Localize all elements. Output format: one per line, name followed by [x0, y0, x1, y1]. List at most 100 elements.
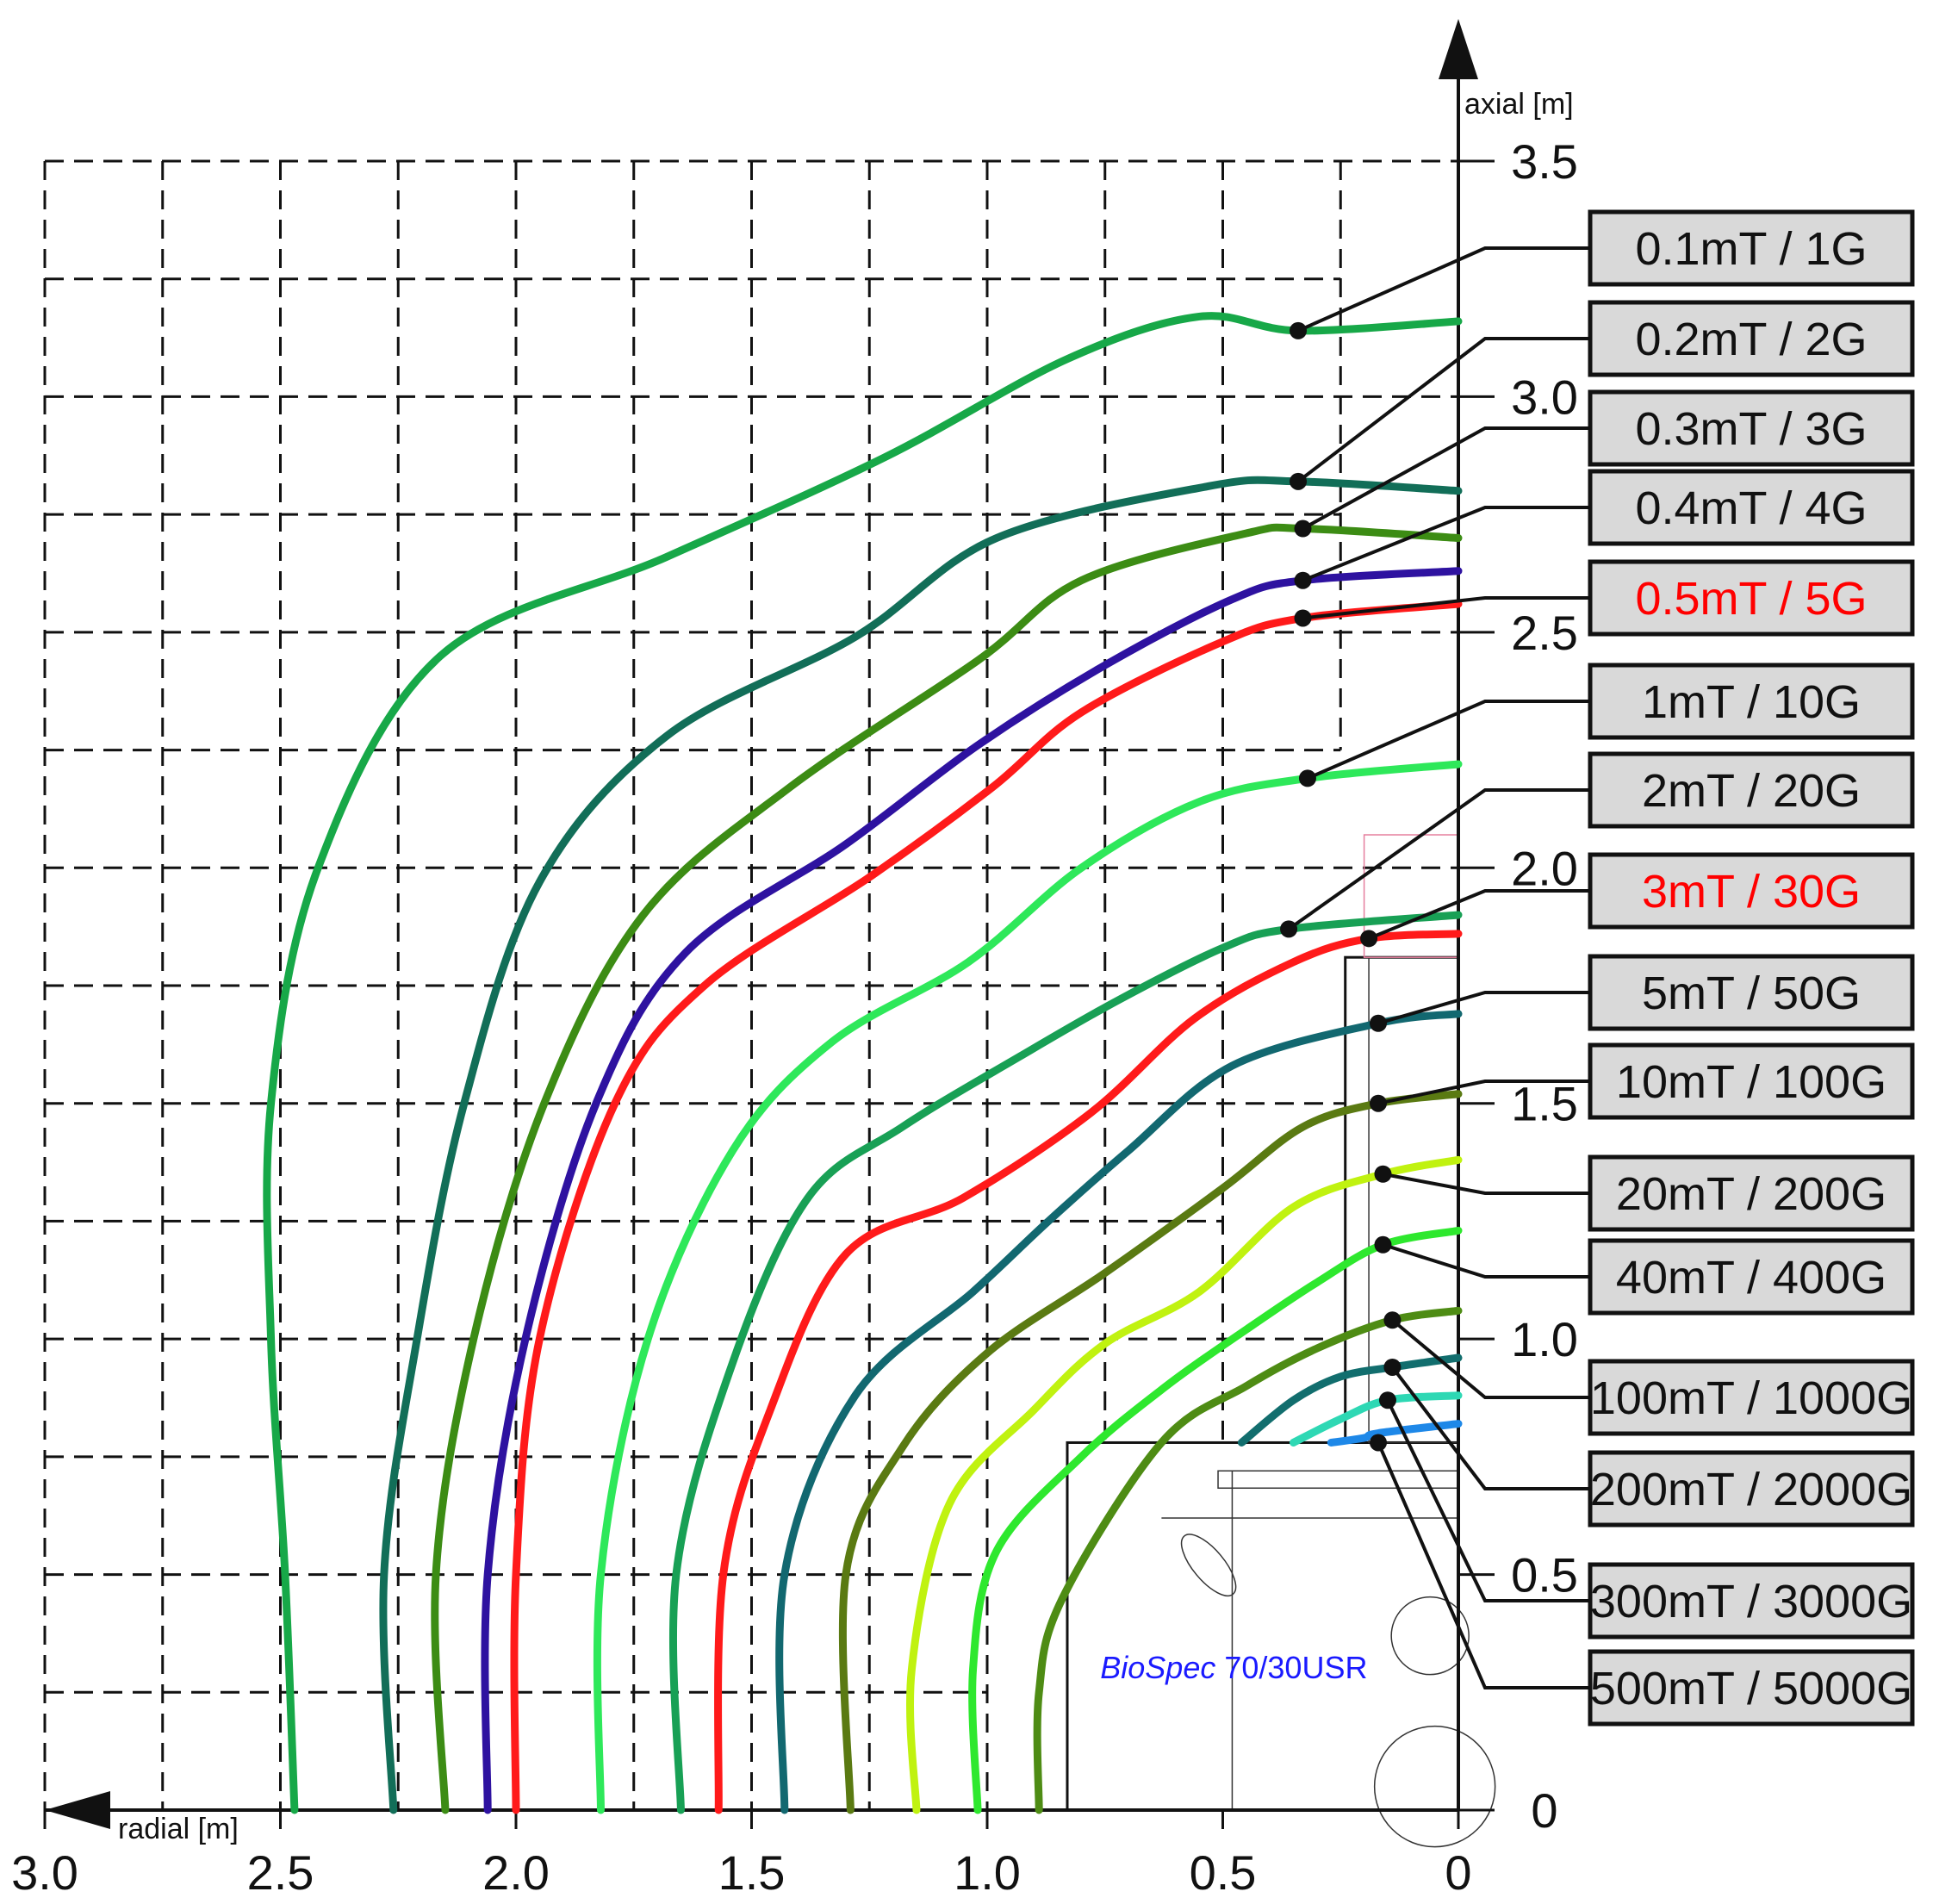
field-curve [1237, 1353, 1463, 1447]
curve-marker [1360, 930, 1378, 948]
curve-label-box [1588, 1450, 1915, 1528]
field-curve [838, 1090, 1463, 1814]
y-tick-label: 3.0 [1511, 370, 1578, 424]
curve-label: 40mT / 400G [1616, 1252, 1886, 1304]
curve-label-box [1588, 1154, 1915, 1232]
curve-label: 10mT / 100G [1616, 1056, 1886, 1108]
y-axis-arrow [1439, 19, 1478, 79]
curve-label-box [1588, 852, 1915, 930]
curve-marker [1298, 769, 1316, 787]
field-curve [905, 1155, 1463, 1814]
curve-marker [1374, 1235, 1392, 1254]
leader-line [1302, 426, 1590, 531]
leader-line [1302, 506, 1590, 582]
y-tick-label: 0.5 [1511, 1548, 1578, 1602]
field-curve [431, 523, 1463, 1814]
field-curve [1033, 1306, 1463, 1814]
curve-label: 0.3mT / 3G [1635, 403, 1867, 455]
field-curve [263, 312, 1463, 1814]
curve-marker [1370, 1434, 1388, 1452]
x-tick-label: 0 [1445, 1845, 1471, 1900]
curve-label-box [1588, 1649, 1915, 1727]
leader-line [1296, 337, 1590, 483]
curve-marker [1290, 472, 1308, 490]
curve-label-box [1588, 300, 1915, 377]
curve-marker [1294, 520, 1312, 538]
curve-label: 500mT / 5000G [1590, 1663, 1912, 1714]
leader-line [1382, 1242, 1590, 1279]
curve-marker [1370, 1014, 1388, 1032]
leader-line [1386, 1399, 1590, 1602]
field-curves [263, 312, 1463, 1814]
leader-line [1287, 788, 1590, 931]
curve-label: 1mT / 10G [1642, 676, 1861, 728]
curve-marker [1280, 920, 1298, 938]
field-curve [510, 600, 1463, 1814]
curve-label-box [1588, 1562, 1915, 1640]
x-axis-label: radial [m] [118, 1813, 239, 1845]
curve-label-box [1588, 954, 1915, 1031]
curve-label: 0.5mT / 5G [1635, 573, 1867, 625]
leader-line [1390, 1366, 1590, 1490]
leader-line [1302, 596, 1590, 620]
leader-line [1377, 1441, 1590, 1689]
axes: 3.0 2.5 2.0 1.5 1.0 0.5 0 0 0.5 1.0 1.5 2.0 2.5 3.0 3.… [11, 19, 1578, 1900]
curve-label-box [1588, 209, 1915, 287]
curve-marker [1290, 321, 1308, 339]
x-tick-label: 0.5 [1190, 1845, 1257, 1900]
magnet-port [1180, 1534, 1237, 1597]
curve-label-box [1588, 559, 1915, 637]
curve-label: 3mT / 30G [1642, 866, 1861, 918]
field-curve [379, 476, 1463, 1814]
curve-label: 0.2mT / 2G [1635, 314, 1867, 365]
curve-label-box [1588, 751, 1915, 829]
curve-marker [1294, 571, 1312, 589]
curve-label: 300mT / 3000G [1590, 1576, 1912, 1627]
curve-label-box [1588, 1042, 1915, 1120]
curve-label-box [1588, 1359, 1915, 1436]
leader-line [1307, 700, 1590, 781]
curve-label-box [1588, 663, 1915, 740]
y-tick-label: 1.0 [1511, 1312, 1578, 1366]
field-curve [1290, 1391, 1463, 1447]
x-tick-label: 3.0 [11, 1845, 78, 1900]
y-tick-label: 2.0 [1511, 841, 1578, 895]
curve-labels: 0.1mT / 1G 0.2mT / 2G 0.3mT / 3G 0.4mT / 4G… [1280, 209, 1915, 1727]
leader-line [1391, 1318, 1590, 1399]
curve-label: 2mT / 20G [1642, 765, 1861, 817]
leader-line [1383, 1172, 1590, 1195]
field-curve [481, 567, 1463, 1814]
curve-label-box [1588, 469, 1915, 546]
x-tick-label: 1.5 [718, 1845, 786, 1900]
field-curve [775, 1010, 1463, 1814]
curve-marker [1378, 1391, 1396, 1409]
field-curve [668, 911, 1463, 1814]
grid [43, 159, 1457, 1810]
magnet-label: BioSpec 70/30USR [1100, 1650, 1367, 1685]
y-tick-label: 1.5 [1511, 1077, 1578, 1131]
curve-label-box [1588, 1238, 1915, 1316]
magnet-housing [1066, 1440, 1460, 1812]
curve-marker [1383, 1358, 1402, 1376]
field-curve [593, 760, 1463, 1814]
curve-label: 200mT / 2000G [1590, 1464, 1912, 1515]
curve-marker [1374, 1165, 1392, 1183]
curve-marker [1383, 1311, 1402, 1329]
y-tick-label: 2.5 [1511, 606, 1578, 660]
x-axis-arrow [45, 1791, 110, 1829]
y-tick-label: 0 [1531, 1783, 1557, 1838]
field-curve [714, 930, 1463, 1814]
magnet-valve [1390, 1596, 1470, 1676]
leader-line [1377, 991, 1590, 1025]
x-tick-label: 1.0 [954, 1845, 1021, 1900]
curve-label: 20mT / 200G [1616, 1168, 1886, 1220]
x-tick-label: 2.0 [482, 1845, 550, 1900]
y-tick-label: 3.5 [1511, 134, 1578, 189]
curve-label: 0.1mT / 1G [1635, 223, 1867, 275]
curve-marker [1294, 609, 1312, 627]
curve-label: 0.4mT / 4G [1635, 482, 1867, 534]
x-tick-label: 2.5 [247, 1845, 314, 1900]
curve-label: 5mT / 50G [1642, 968, 1861, 1019]
curve-label-box [1588, 389, 1915, 467]
leader-line [1377, 1080, 1590, 1105]
